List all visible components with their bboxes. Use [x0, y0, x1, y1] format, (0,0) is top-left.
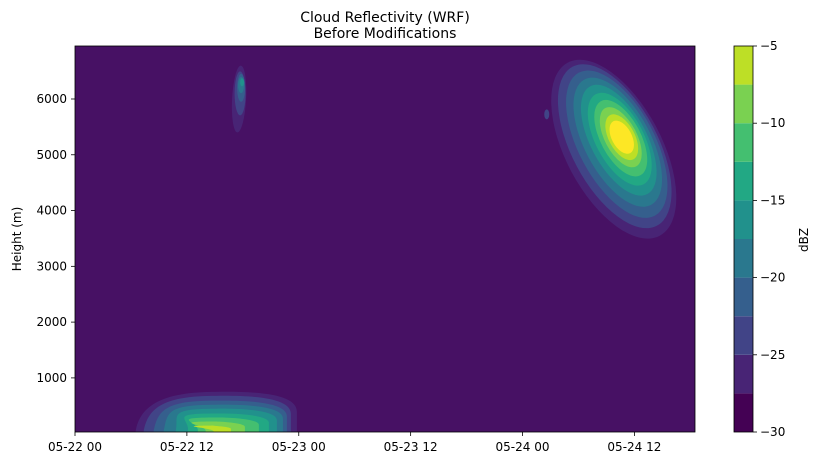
colorbar-band — [734, 316, 753, 355]
colorbar-band — [734, 200, 753, 239]
x-tick-label: 05-23 12 — [384, 440, 438, 454]
colorbar-tick-label: −25 — [760, 348, 785, 362]
colorbar-tick-label: −10 — [760, 116, 785, 130]
y-tick-label: 3000 — [36, 259, 67, 273]
colorbar-band — [734, 84, 753, 124]
colorbar: −30 −25 −20 −15 −10 −5 — [733, 39, 785, 439]
colorbar-band — [734, 239, 753, 278]
y-tick-label: 1000 — [36, 371, 67, 385]
low-cloud-contour — [193, 425, 231, 432]
colorbar-band — [734, 354, 753, 394]
colorbar-tick-label: −15 — [760, 193, 785, 207]
y-axis: 1000 2000 3000 4000 5000 6000 — [36, 92, 75, 385]
colorbar-band — [734, 161, 753, 201]
y-tick-label: 5000 — [36, 148, 67, 162]
colorbar-tick-label: −20 — [760, 271, 785, 285]
contour-layer — [135, 59, 677, 432]
colorbar-band — [734, 393, 753, 432]
speck-contour — [544, 109, 550, 120]
x-tick-label: 05-22 00 — [48, 440, 102, 454]
colorbar-tick-label: −5 — [760, 39, 778, 53]
x-tick-label: 05-22 12 — [160, 440, 214, 454]
x-tick-label: 05-24 12 — [607, 440, 661, 454]
colorbar-band — [734, 46, 753, 85]
colorbar-band — [734, 277, 753, 317]
x-tick-label: 05-23 00 — [272, 440, 326, 454]
y-tick-label: 6000 — [36, 92, 67, 106]
x-axis: 05-22 00 05-22 12 05-23 00 05-23 12 05-24 00… — [48, 432, 661, 454]
y-tick-label: 4000 — [36, 204, 67, 218]
x-tick-label: 05-24 00 — [496, 440, 550, 454]
colorbar-frame — [733, 45, 754, 433]
colorbar-band — [734, 123, 753, 162]
chart-subtitle: Before Modifications — [314, 26, 457, 42]
y-tick-label: 2000 — [36, 315, 67, 329]
mid-cloud-contour — [240, 78, 245, 87]
colorbar-tick-label: −30 — [760, 425, 785, 439]
y-axis-label: Height (m) — [10, 207, 24, 272]
upper-cloud-contour — [609, 120, 634, 154]
chart-title: Cloud Reflectivity (WRF) — [300, 10, 470, 26]
colorbar-label: dBZ — [797, 228, 811, 252]
plot-frame — [74, 45, 696, 433]
